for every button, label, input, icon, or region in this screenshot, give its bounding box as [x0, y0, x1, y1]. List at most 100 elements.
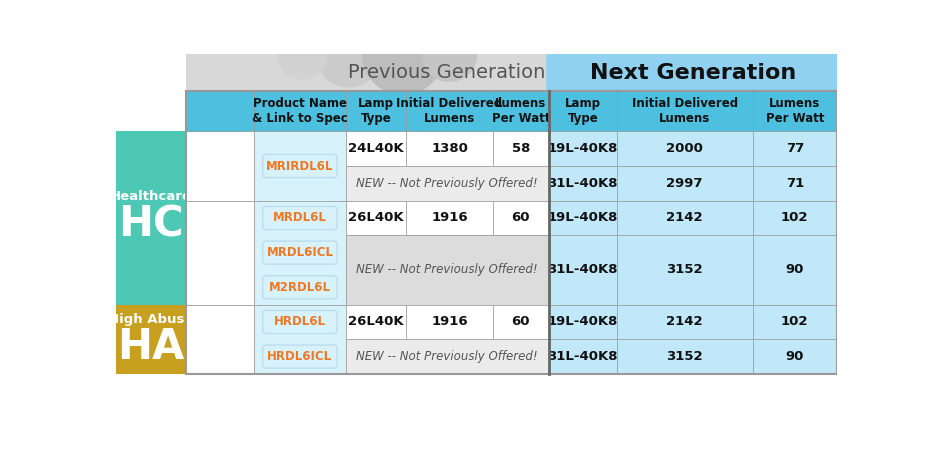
Bar	[617, 304, 752, 339]
Bar	[186, 92, 254, 131]
Text: 19L-40K8: 19L-40K8	[548, 212, 618, 225]
Bar	[406, 201, 493, 235]
Circle shape	[363, 14, 444, 94]
Text: 19L-40K8: 19L-40K8	[548, 142, 618, 155]
Bar	[549, 304, 617, 339]
Text: 24L40K: 24L40K	[348, 142, 404, 155]
FancyBboxPatch shape	[262, 154, 337, 178]
Text: 31L-40K8: 31L-40K8	[548, 350, 618, 363]
Bar	[752, 339, 837, 374]
Bar	[406, 304, 493, 339]
Text: MRIRDL6L: MRIRDL6L	[266, 159, 334, 173]
Bar	[617, 339, 752, 374]
Text: Lumens
Per Watt: Lumens Per Watt	[765, 97, 824, 125]
Bar	[549, 131, 617, 166]
Bar	[752, 304, 837, 339]
Text: 58: 58	[512, 142, 530, 155]
Bar	[549, 339, 617, 374]
Bar	[617, 166, 752, 201]
Bar	[752, 235, 837, 304]
Text: 1916: 1916	[432, 212, 468, 225]
Text: 26L40K: 26L40K	[348, 212, 404, 225]
Text: Initial Delivered
Lumens: Initial Delivered Lumens	[631, 97, 737, 125]
FancyBboxPatch shape	[262, 241, 337, 264]
Bar	[752, 92, 837, 131]
Bar	[617, 201, 752, 235]
Text: HRDL6ICL: HRDL6ICL	[267, 350, 333, 363]
Text: Initial Delivered
Lumens: Initial Delivered Lumens	[396, 97, 502, 125]
Bar	[346, 235, 549, 304]
Text: 2142: 2142	[667, 315, 703, 328]
Text: NEW -- Not Previously Offered!: NEW -- Not Previously Offered!	[356, 264, 538, 276]
Text: Product Name
& Link to Spec: Product Name & Link to Spec	[252, 97, 348, 125]
Bar	[186, 131, 254, 201]
Text: 102: 102	[781, 315, 808, 328]
FancyBboxPatch shape	[262, 207, 337, 230]
Text: HC: HC	[118, 203, 184, 245]
Bar	[186, 92, 837, 374]
Bar	[493, 92, 549, 131]
Text: High Abuse: High Abuse	[109, 313, 193, 326]
Text: Lamp
Type: Lamp Type	[565, 97, 601, 125]
Bar	[346, 166, 549, 201]
Text: M2RDL6L: M2RDL6L	[269, 281, 331, 294]
Bar	[346, 131, 406, 166]
FancyBboxPatch shape	[262, 345, 337, 368]
Bar	[406, 131, 493, 166]
Text: 26L40K: 26L40K	[348, 315, 404, 328]
Text: MRDL6L: MRDL6L	[273, 212, 326, 225]
Text: Lamp
Type: Lamp Type	[358, 97, 394, 125]
Text: Healthcare: Healthcare	[110, 190, 193, 203]
Text: 31L-40K8: 31L-40K8	[548, 177, 618, 190]
Bar	[116, 131, 186, 304]
Bar	[254, 131, 346, 201]
Bar	[346, 304, 406, 339]
Bar	[752, 166, 837, 201]
Bar	[186, 54, 549, 92]
Bar	[346, 339, 549, 374]
Circle shape	[277, 30, 327, 79]
Bar	[186, 54, 549, 92]
Bar	[617, 92, 752, 131]
FancyBboxPatch shape	[547, 52, 839, 94]
Bar	[752, 201, 837, 235]
Text: HRDL6L: HRDL6L	[274, 315, 325, 328]
Bar	[549, 54, 837, 92]
Text: Previous Generation: Previous Generation	[349, 63, 546, 82]
Text: 90: 90	[786, 264, 804, 276]
Bar	[186, 201, 254, 304]
Bar	[549, 166, 617, 201]
Text: 2142: 2142	[667, 212, 703, 225]
Bar	[346, 92, 406, 131]
Text: MRDL6ICL: MRDL6ICL	[266, 246, 334, 259]
Text: 102: 102	[781, 212, 808, 225]
Text: 71: 71	[786, 177, 804, 190]
Bar	[186, 304, 254, 374]
Text: 3152: 3152	[667, 264, 703, 276]
Text: 1916: 1916	[432, 315, 468, 328]
Text: NEW -- Not Previously Offered!: NEW -- Not Previously Offered!	[356, 350, 538, 363]
Bar	[617, 131, 752, 166]
Text: 90: 90	[786, 350, 804, 363]
Bar	[493, 304, 549, 339]
Text: 3152: 3152	[667, 350, 703, 363]
FancyBboxPatch shape	[262, 276, 337, 299]
Bar	[254, 92, 346, 131]
Bar	[406, 92, 493, 131]
FancyBboxPatch shape	[262, 310, 337, 333]
Bar	[346, 201, 406, 235]
Text: HA: HA	[117, 326, 185, 368]
Circle shape	[316, 22, 381, 87]
Bar	[254, 304, 346, 374]
Text: 19L-40K8: 19L-40K8	[548, 315, 618, 328]
Text: 2000: 2000	[666, 142, 703, 155]
Bar	[254, 201, 346, 304]
Text: 77: 77	[786, 142, 804, 155]
Bar	[617, 235, 752, 304]
Text: NEW -- Not Previously Offered!: NEW -- Not Previously Offered!	[356, 177, 538, 190]
Text: Lumens
Per Watt: Lumens Per Watt	[492, 97, 550, 125]
Bar	[549, 92, 617, 131]
Bar	[493, 201, 549, 235]
Bar	[493, 131, 549, 166]
Text: Next Generation: Next Generation	[590, 63, 796, 83]
